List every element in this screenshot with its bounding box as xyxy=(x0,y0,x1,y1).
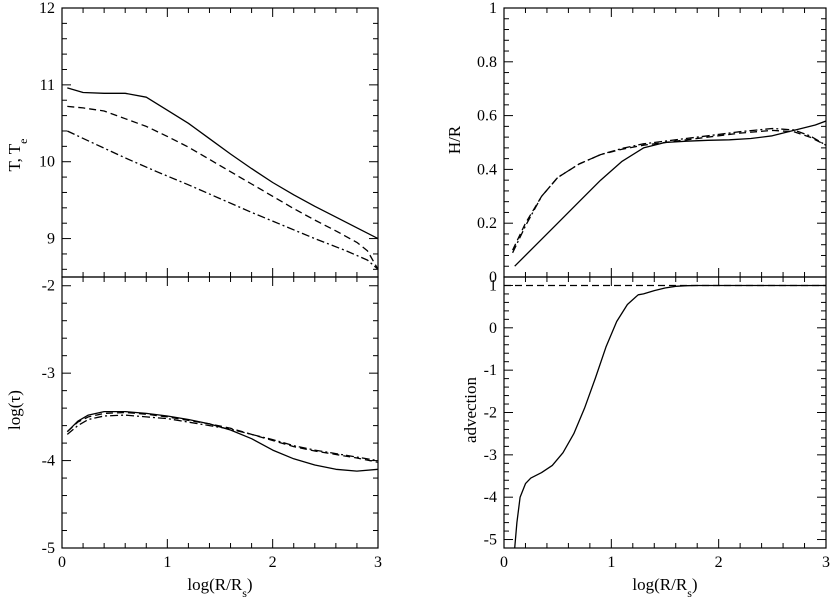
x-tick-label: 1 xyxy=(607,554,615,571)
y-tick-label: 0 xyxy=(489,269,497,286)
y-tick-label: -4 xyxy=(484,489,497,506)
x-tick-label: 3 xyxy=(374,554,382,571)
x-axis-label: log(R/Rs) xyxy=(187,575,252,600)
plot-frame xyxy=(61,276,379,549)
y-tick-label: 0.8 xyxy=(477,54,497,71)
series-solid xyxy=(514,284,826,548)
plot-frame xyxy=(503,276,827,549)
x-tick-label: 0 xyxy=(500,554,508,571)
x-tick-label: 1 xyxy=(163,554,171,571)
x-tick-label: 0 xyxy=(58,554,66,571)
x-axis-label: log(R/Rs) xyxy=(632,575,697,600)
series-solid xyxy=(514,120,826,267)
y-axis-label: advection xyxy=(461,376,480,443)
series-dash-dot xyxy=(66,414,378,462)
x-tick-label: 3 xyxy=(822,554,830,571)
series-solid xyxy=(66,410,378,472)
series-dash-dot xyxy=(67,130,378,270)
y-axis-label: H/R xyxy=(445,125,464,154)
y-tick-label: -3 xyxy=(42,365,55,382)
y-tick-label: -4 xyxy=(42,453,55,470)
y-tick-label: 1 xyxy=(489,0,497,17)
y-axis-label: log(τ) xyxy=(5,390,24,430)
y-tick-label: -2 xyxy=(42,278,55,295)
panel-optical-depth: -5 -4 -3 -2 0 1 2 3 log(τ) log(R/Rs) xyxy=(5,276,382,600)
x-tick-label: 2 xyxy=(269,554,277,571)
y-tick-label: 11 xyxy=(40,77,55,94)
y-tick-label: 10 xyxy=(39,154,55,171)
y-axis-label: T, Te xyxy=(5,138,30,171)
y-tick-label: 0.4 xyxy=(477,161,497,178)
panel-advection: -5 -4 -3 -2 -1 0 1 0 1 2 3 advection log(R/Rs) xyxy=(461,276,830,600)
series-dashed xyxy=(512,129,826,251)
panel-scale-height: 0 0.2 0.4 0.6 0.8 1 H/R xyxy=(445,0,827,286)
y-tick-label: 9 xyxy=(47,231,55,248)
y-tick-label: -5 xyxy=(42,540,55,557)
series-solid xyxy=(67,87,378,240)
y-tick-label: -2 xyxy=(484,405,497,422)
y-tick-label: 12 xyxy=(39,0,55,17)
series-dashed xyxy=(67,105,378,270)
y-tick-label: -5 xyxy=(484,532,497,549)
y-tick-label: 0.2 xyxy=(477,215,497,232)
x-tick-label: 2 xyxy=(715,554,723,571)
y-tick-label: 0.6 xyxy=(477,108,497,125)
plot-frame xyxy=(61,7,379,278)
y-tick-label: -3 xyxy=(484,447,497,464)
series-dashed xyxy=(66,411,378,463)
series-dash-dot xyxy=(512,127,826,254)
y-tick-label: 0 xyxy=(489,320,497,337)
y-tick-label: -1 xyxy=(484,362,497,379)
y-tick-label: 1 xyxy=(489,277,497,294)
panel-temperature: 9 10 11 12 T, Te xyxy=(5,0,379,278)
